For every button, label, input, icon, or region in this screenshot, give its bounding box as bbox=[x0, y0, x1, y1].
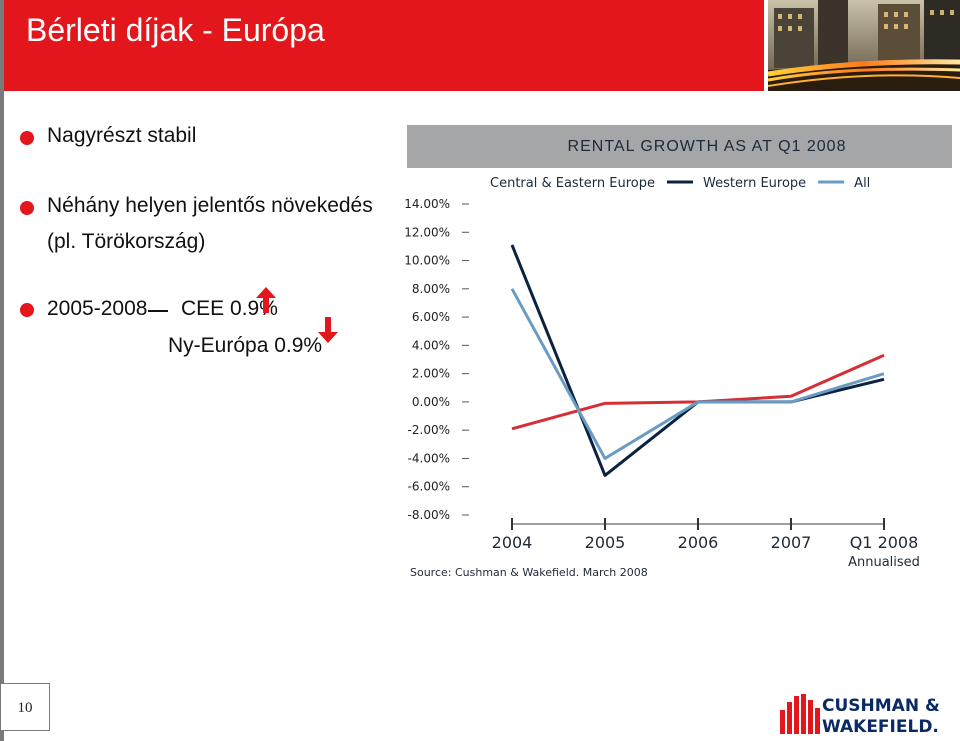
x-tick-label: 2006 bbox=[678, 533, 719, 552]
bullet-mostly-stable: Nagyrészt stabil bbox=[47, 124, 197, 147]
y-tick-label: -6.00% bbox=[408, 480, 450, 494]
x-tick-label: Q1 2008 bbox=[850, 533, 919, 552]
logo-mark-icon: CUSHMAN & WAKEFIELD. bbox=[780, 694, 940, 737]
bullet-period: 2005-2008 bbox=[47, 297, 148, 320]
logo-line2: WAKEFIELD. bbox=[822, 717, 939, 737]
page-number: 10 bbox=[0, 683, 50, 731]
rental-growth-chart: RENTAL GROWTH AS AT Q1 2008 14.00% 12.00%… bbox=[400, 125, 952, 580]
y-tick-label: 10.00% bbox=[404, 254, 450, 268]
legend-label: Western Europe bbox=[703, 176, 806, 191]
series-line-2 bbox=[510, 288, 885, 460]
chart-source: Source: Cushman & Wakefield. March 2008 bbox=[410, 566, 648, 579]
dash-separator bbox=[148, 310, 168, 312]
left-rule bbox=[0, 0, 4, 741]
header-bar: Bérleti díjak - Európa bbox=[4, 0, 764, 91]
y-tick-label: 0.00% bbox=[412, 395, 450, 409]
chart-plot: 14.00% 12.00% 10.00% 8.00% 6.00% 4.00% 2.00% 0.… bbox=[404, 176, 920, 579]
city-photo-image bbox=[768, 0, 960, 91]
slide-title: Bérleti díjak - Európa bbox=[26, 12, 325, 48]
y-tick-label: -4.00% bbox=[408, 451, 450, 465]
series-line-1 bbox=[510, 244, 885, 477]
y-tick-label: 2.00% bbox=[412, 367, 450, 381]
cushman-wakefield-logo: CUSHMAN & WAKEFIELD. bbox=[778, 690, 958, 738]
header-city-photo bbox=[768, 0, 960, 91]
bullet-dot bbox=[20, 131, 34, 145]
bullet-significant-growth: Néhány helyen jelentős növekedés bbox=[47, 194, 373, 217]
bullet-dot bbox=[20, 303, 34, 317]
y-tick-label: 12.00% bbox=[404, 225, 450, 239]
y-tick-label: 8.00% bbox=[412, 282, 450, 296]
logo-line1: CUSHMAN & bbox=[822, 696, 940, 716]
x-tick-label: 2005 bbox=[585, 533, 626, 552]
chart-title: RENTAL GROWTH AS AT Q1 2008 bbox=[567, 138, 847, 155]
x-tick-label: 2004 bbox=[492, 533, 533, 552]
y-tick-label: -8.00% bbox=[408, 508, 450, 522]
y-tick-label: -2.00% bbox=[408, 423, 450, 437]
bullet-example-turkey: (pl. Törökország) bbox=[47, 230, 206, 253]
arrow-up-icon bbox=[256, 287, 276, 313]
x-tick-sublabel: Annualised bbox=[848, 555, 920, 570]
arrow-down-icon bbox=[318, 317, 338, 343]
bullet-dot bbox=[20, 201, 34, 215]
y-tick-label: 4.00% bbox=[412, 338, 450, 352]
western-growth-value: Ny-Európa 0.9% bbox=[168, 334, 323, 357]
cee-growth-value: CEE 0.9% bbox=[181, 297, 278, 320]
x-tick-label: 2007 bbox=[771, 533, 812, 552]
legend-label: All bbox=[854, 176, 870, 191]
y-tick-label: 6.00% bbox=[412, 310, 450, 324]
legend-label: Central & Eastern Europe bbox=[490, 176, 655, 191]
y-tick-label: 14.00% bbox=[404, 197, 450, 211]
chart-title-bar: RENTAL GROWTH AS AT Q1 2008 bbox=[407, 125, 952, 168]
